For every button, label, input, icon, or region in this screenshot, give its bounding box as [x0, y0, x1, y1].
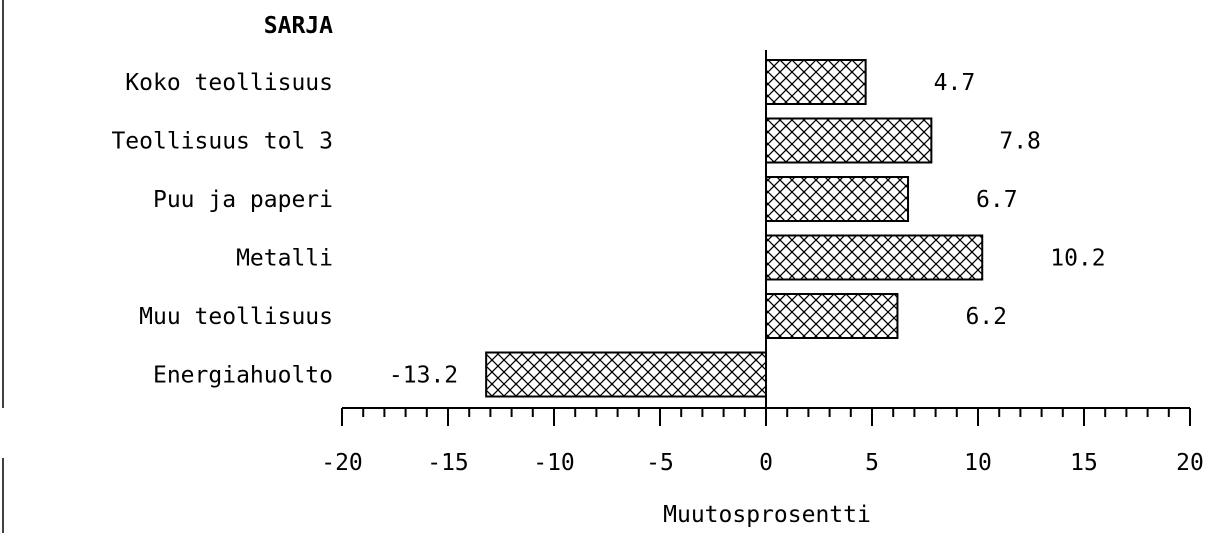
category-label: Energiahuolto — [153, 363, 333, 389]
category-header: SARJA — [264, 13, 333, 39]
plot-area: Koko teollisuus 4.7 Teollisuus tol 3 7.8 Puu… — [111, 50, 1204, 476]
x-tick-label: 10 — [964, 450, 992, 476]
value-label: 7.8 — [999, 129, 1041, 155]
x-axis-label: Muutosprosentti — [663, 502, 871, 528]
category-label: Puu ja paperi — [153, 187, 333, 213]
value-label: 4.7 — [934, 70, 976, 96]
category-label: Teollisuus tol 3 — [111, 129, 333, 155]
bar — [765, 234, 984, 281]
x-tick-label: 15 — [1070, 450, 1098, 476]
category-label: Muu teollisuus — [139, 304, 333, 330]
x-tick-label: -5 — [646, 450, 674, 476]
category-label: Metalli — [236, 246, 333, 272]
x-tick-label: -10 — [533, 450, 575, 476]
x-tick-label: -20 — [321, 450, 363, 476]
value-label: 6.7 — [976, 187, 1018, 213]
bar — [765, 117, 933, 164]
x-tick-label: 5 — [865, 450, 879, 476]
bar — [765, 59, 867, 105]
x-tick-label: -15 — [427, 450, 469, 476]
x-tick-label: 0 — [759, 450, 773, 476]
value-label: -13.2 — [389, 363, 458, 389]
bar — [765, 293, 899, 339]
category-label: Koko teollisuus — [125, 70, 333, 96]
bar — [485, 351, 767, 398]
value-label: 6.2 — [965, 304, 1007, 330]
x-tick-label: 20 — [1176, 450, 1204, 476]
bar — [765, 176, 910, 222]
value-label: 10.2 — [1050, 246, 1105, 272]
